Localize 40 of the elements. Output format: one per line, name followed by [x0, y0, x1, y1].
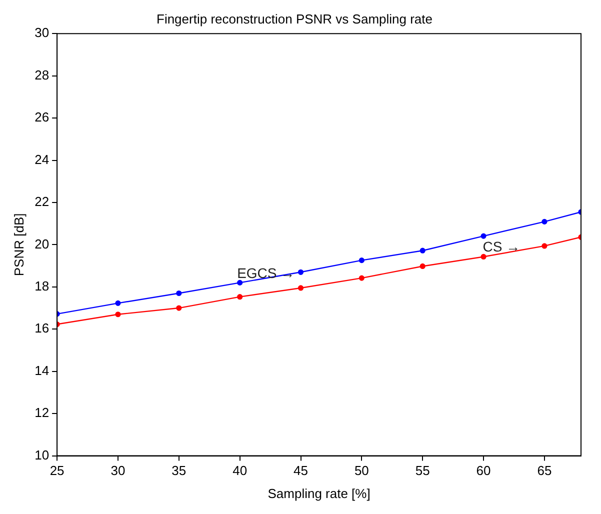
x-tick-label: 55 [415, 463, 430, 478]
y-tick-label: 18 [34, 278, 50, 294]
y-tick-label: 12 [34, 405, 50, 420]
point [115, 300, 121, 306]
point [358, 258, 364, 264]
y-tick-label: 26 [34, 110, 50, 125]
x-tick-label: 45 [294, 463, 308, 478]
y-tick-label: 10 [34, 447, 50, 462]
y-tick-label: 24 [34, 152, 50, 167]
point [480, 254, 486, 260]
x-tick-label: 65 [537, 463, 552, 478]
point [298, 269, 304, 275]
point [358, 275, 364, 281]
x-tick-label: 40 [232, 463, 248, 478]
x-tick-label: 30 [110, 463, 126, 478]
x-axis-title: Sampling rate [%] [268, 486, 370, 501]
y-tick-label: 30 [34, 25, 50, 40]
point [176, 290, 182, 296]
point [237, 280, 243, 286]
point [115, 312, 121, 318]
point [542, 218, 548, 224]
point [298, 285, 304, 291]
chart-title: Fingertip reconstruction PSNR vs Sampling rate [156, 11, 433, 26]
point [237, 294, 243, 300]
point [176, 305, 182, 311]
x-tick-label: 60 [476, 463, 491, 478]
point [480, 233, 486, 239]
y-tick-label: 16 [34, 320, 50, 336]
y-tick-label: 28 [34, 67, 50, 82]
x-tick-label: 25 [50, 463, 64, 478]
point [542, 243, 548, 249]
y-axis-title: PSNR [dB] [11, 213, 26, 276]
x-tick-label: 35 [172, 463, 186, 478]
point [420, 263, 426, 270]
x-tick-label: 50 [354, 463, 369, 478]
y-tick-label: 14 [34, 362, 50, 378]
point [420, 248, 426, 254]
y-tick-label: 22 [34, 194, 50, 210]
annotation: CS → [482, 238, 520, 255]
y-tick-label: 20 [34, 236, 50, 252]
